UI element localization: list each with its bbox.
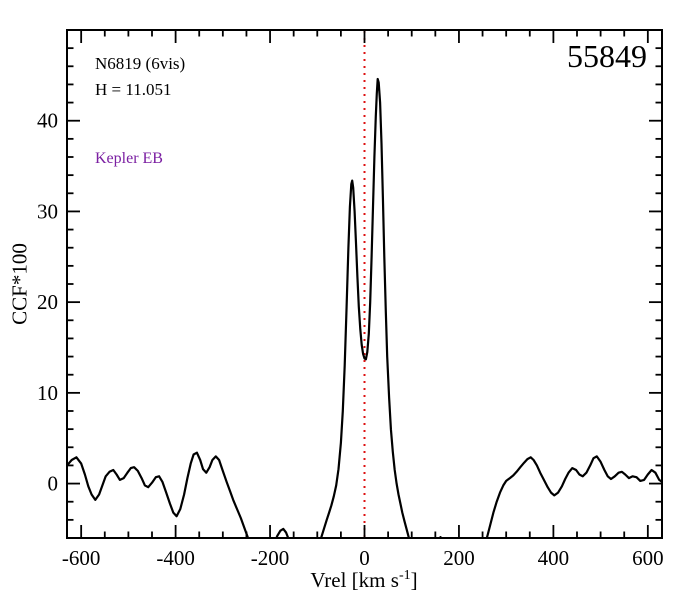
h-magnitude-label: H = 11.051	[95, 80, 172, 99]
x-axis-label-main: Vrel [km s	[310, 568, 399, 592]
y-tick-label: 30	[37, 199, 58, 223]
y-tick-label: 10	[37, 381, 58, 405]
x-tick-label: -200	[251, 546, 290, 570]
x-axis-label-exponent: -1	[398, 568, 411, 583]
x-axis-label: Vrel [km s-1]	[310, 568, 417, 593]
x-tick-label: 600	[632, 546, 664, 570]
x-tick-label: -600	[62, 546, 101, 570]
x-axis-label-end: ]	[410, 568, 418, 592]
ccf-curve	[67, 77, 662, 538]
y-tick-label: 0	[48, 472, 59, 496]
mjd-label: 55849	[567, 38, 647, 74]
x-tick-label: 0	[359, 546, 370, 570]
x-tick-label: 400	[538, 546, 570, 570]
x-tick-label: 200	[443, 546, 475, 570]
y-tick-label: 20	[37, 290, 58, 314]
x-tick-label: -400	[156, 546, 195, 570]
target-name-label: N6819 (6vis)	[95, 54, 186, 73]
kepler-eb-label: Kepler EB	[95, 150, 163, 167]
y-axis-label: CCF*100	[7, 243, 32, 325]
y-tick-label: 40	[37, 109, 58, 133]
